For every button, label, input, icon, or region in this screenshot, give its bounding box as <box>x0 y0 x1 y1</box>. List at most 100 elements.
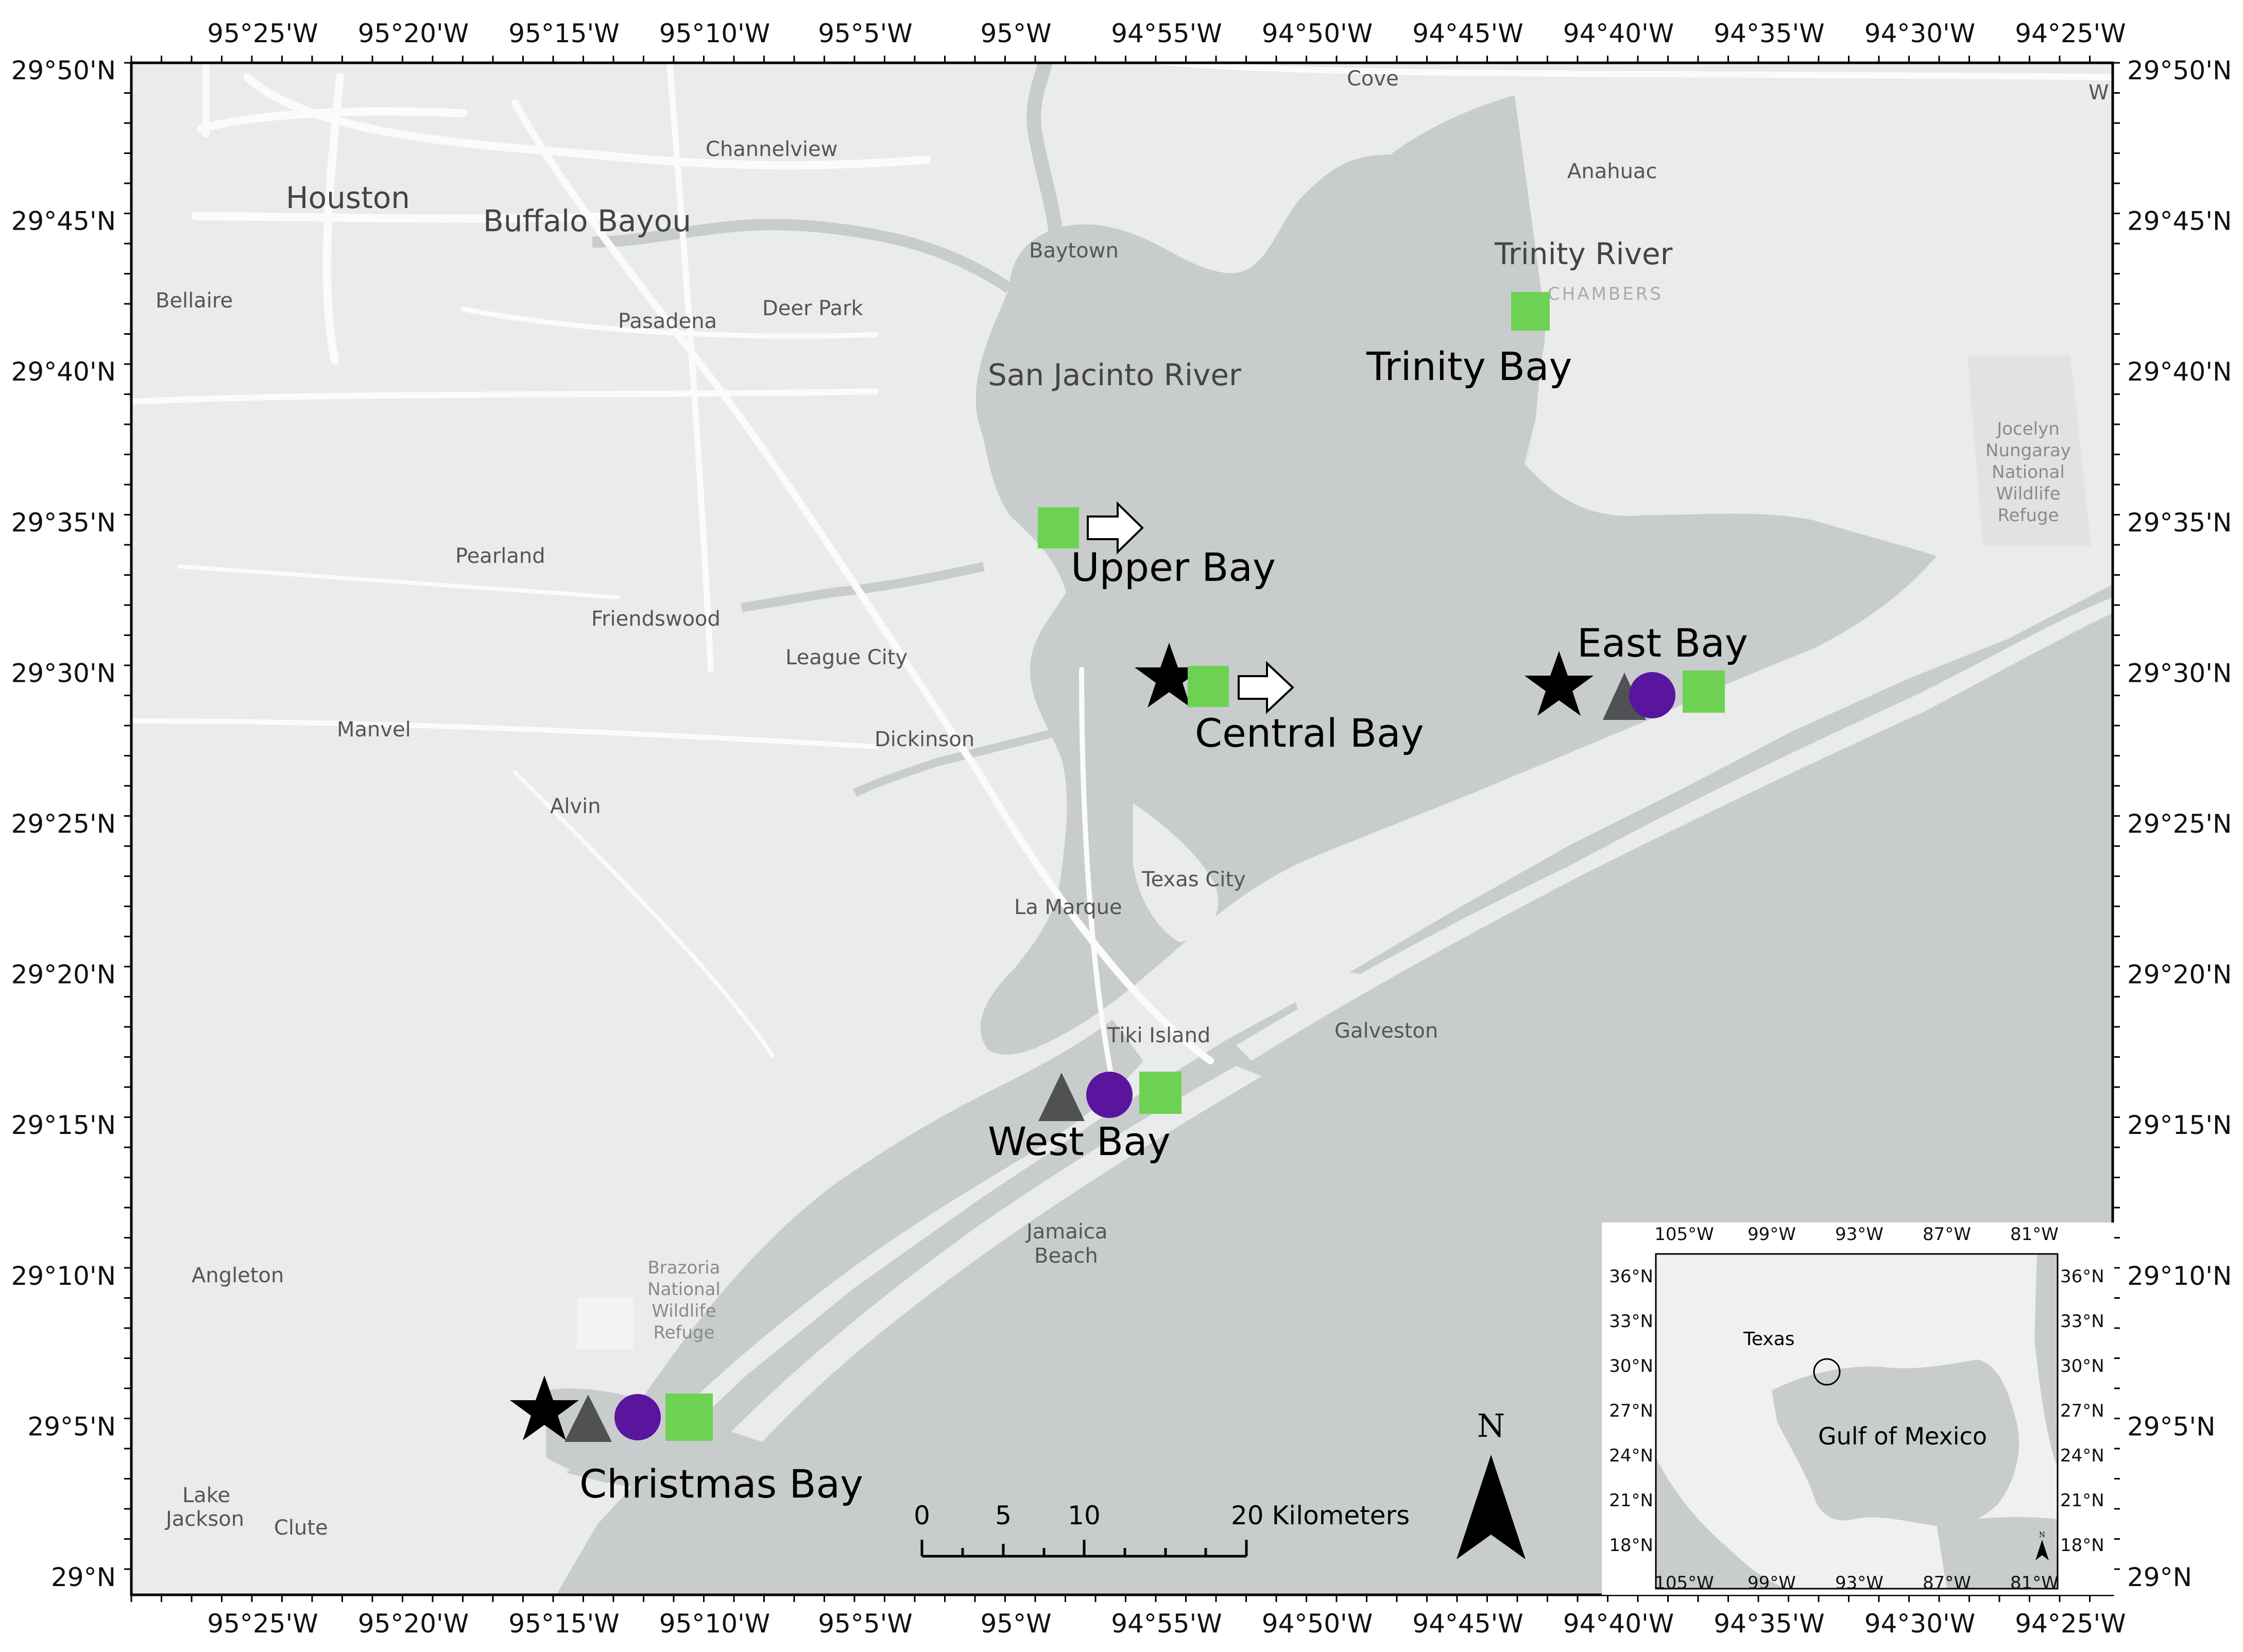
frame-ticks <box>124 56 2120 1602</box>
lat-label-right: 29°35'N <box>2127 508 2232 538</box>
latitude-labels-right: 29°50'N 29°45'N 29°40'N 29°35'N 29°30'N 29°25… <box>2127 56 2232 1592</box>
galveston-bay-water <box>975 150 1937 1055</box>
lat-label-right: 29°45'N <box>2127 206 2232 236</box>
place-labels: Houston Buffalo Bayou Channelview Cove W… <box>156 67 2109 1540</box>
lon-label-bottom: 95°W <box>980 1609 1051 1639</box>
label-channelview: Channelview <box>706 137 837 161</box>
lon-label-top: 94°40'W <box>1563 19 1674 48</box>
label-jocelyn-1: Jocelyn <box>1996 419 2060 439</box>
label-lake-jackson: Jackson <box>164 1507 244 1531</box>
inset-pacific <box>1656 1457 1787 1589</box>
inset-lon-bottom: 105°W <box>1654 1573 1714 1593</box>
lat-label-left: 29°20'N <box>11 960 116 990</box>
inset-lat-labels-left: 36°N 33°N 30°N 27°N 24°N 21°N 18°N <box>1609 1266 1653 1556</box>
inset-lon-bottom: 87°W <box>1923 1573 1971 1593</box>
green-square-east <box>1683 670 1725 713</box>
inset-lon-top: 105°W <box>1654 1224 1714 1245</box>
inset-lon-labels-top: 105°W 99°W 93°W 87°W 81°W <box>1654 1224 2059 1245</box>
green-square-upper <box>1038 507 1079 548</box>
lon-label-top: 95°20'W <box>358 19 469 48</box>
north-arrow-label: N <box>1477 1407 1505 1444</box>
inset-label-gulf: Gulf of Mexico <box>1818 1422 1987 1450</box>
label-trinity-bay: Trinity Bay <box>1366 343 1572 389</box>
lat-label-right: 29°30'N <box>2127 658 2232 688</box>
scale-label-0: 0 <box>914 1501 930 1530</box>
circle-christmas <box>614 1394 661 1440</box>
north-arrow: N <box>1457 1407 1526 1559</box>
lon-label-top: 95°5'W <box>818 19 913 48</box>
ship-channel <box>592 219 1013 294</box>
inset-map: Texas Gulf of Mexico N 105°W 99°W 93°W 87°W… <box>1602 1223 2114 1595</box>
inset-lat-right: 21°N <box>2060 1490 2104 1511</box>
label-buffalo-bayou: Buffalo Bayou <box>483 203 691 238</box>
label-brazoria-4: Refuge <box>653 1322 714 1343</box>
label-chambers: CHAMBERS <box>1548 284 1663 304</box>
label-jamaica-beach: Beach <box>1034 1244 1098 1268</box>
label-anahuac: Anahuac <box>1567 160 1657 183</box>
lon-label-bottom: 94°30'W <box>1864 1609 1975 1639</box>
inset-atlantic <box>2034 1254 2058 1468</box>
lat-label-right: 29°40'N <box>2127 357 2232 387</box>
scale-label-5: 5 <box>995 1501 1012 1530</box>
label-texas-city: Texas City <box>1141 868 1246 891</box>
label-brazoria-3: Wildlife <box>652 1301 716 1321</box>
label-west-bay: West Bay <box>988 1118 1171 1164</box>
lat-label-right: 29°20'N <box>2127 960 2232 990</box>
lon-label-top: 95°15'W <box>508 19 619 48</box>
lon-label-top: 94°25'W <box>2015 19 2126 48</box>
label-lake: Lake <box>182 1484 230 1507</box>
arrow-upper <box>1087 501 1144 555</box>
san-jacinto-channel <box>1026 63 1063 233</box>
green-square-christmas <box>665 1393 713 1441</box>
label-jocelyn-3: National <box>1992 462 2065 483</box>
anahuac-land <box>1514 93 1597 463</box>
star-central <box>1135 643 1204 708</box>
lon-label-top: 94°50'W <box>1262 19 1373 48</box>
lon-label-bottom: 95°20'W <box>358 1609 469 1639</box>
inset-lat-left: 27°N <box>1609 1401 1653 1421</box>
label-pearland: Pearland <box>455 544 545 568</box>
lon-label-bottom: 94°45'W <box>1412 1609 1523 1639</box>
texas-city-land <box>1133 803 1219 942</box>
inset-lat-left: 21°N <box>1609 1490 1653 1511</box>
lat-label-left: 29°25'N <box>11 809 116 839</box>
label-deer-park: Deer Park <box>762 297 863 320</box>
inset-lon-top: 93°W <box>1835 1224 1884 1245</box>
site-symbols <box>510 292 1725 1442</box>
label-manvel: Manvel <box>337 718 411 742</box>
inset-lat-right: 18°N <box>2060 1535 2104 1556</box>
label-jocelyn-5: Refuge <box>1997 505 2059 526</box>
inset-lon-bottom: 93°W <box>1835 1573 1884 1593</box>
inset-lat-left: 33°N <box>1609 1311 1653 1332</box>
inset-lat-right: 24°N <box>2060 1445 2104 1466</box>
circle-west <box>1086 1072 1133 1118</box>
park-jocelyn <box>1967 355 2091 546</box>
lon-label-bottom: 94°40'W <box>1563 1609 1674 1639</box>
lon-label-top: 95°W <box>980 19 1051 48</box>
lon-label-bottom: 95°15'W <box>508 1609 619 1639</box>
inset-lon-top: 87°W <box>1923 1224 1971 1245</box>
inset-lon-bottom: 99°W <box>1748 1573 1796 1593</box>
inset-lon-bottom: 81°W <box>2010 1573 2059 1593</box>
lat-label-right: 29°N <box>2127 1562 2192 1592</box>
scale-bar: 0 5 10 20 Kilometers <box>914 1501 1410 1558</box>
lon-label-top: 94°45'W <box>1412 19 1523 48</box>
lat-label-left: 29°N <box>51 1562 116 1592</box>
green-square-central <box>1188 666 1229 707</box>
label-jocelyn-2: Nungaray <box>1985 440 2071 461</box>
label-angleton: Angleton <box>192 1264 284 1287</box>
arrow-central <box>1238 661 1294 714</box>
lon-label-bottom: 94°35'W <box>1714 1609 1824 1639</box>
latitude-labels-left: 29°50'N 29°45'N 29°40'N 29°35'N 29°30'N 29°25… <box>11 56 116 1592</box>
label-jocelyn-4: Wildlife <box>1996 484 2060 504</box>
inset-lat-left: 24°N <box>1609 1445 1653 1466</box>
lon-label-bottom: 95°10'W <box>659 1609 770 1639</box>
lon-label-top: 94°55'W <box>1111 19 1222 48</box>
inset-lon-top: 99°W <box>1748 1224 1796 1245</box>
label-la-marque: La Marque <box>1014 896 1122 919</box>
inset-lat-left: 18°N <box>1609 1535 1653 1556</box>
longitude-labels-bottom: 95°25'W 95°20'W 95°15'W 95°10'W 95°5'W 95°W 94… <box>207 1609 2126 1639</box>
lat-label-right: 29°10'N <box>2127 1261 2232 1291</box>
inset-study-area-circle <box>1813 1358 1841 1386</box>
lat-label-right: 29°25'N <box>2127 809 2232 839</box>
